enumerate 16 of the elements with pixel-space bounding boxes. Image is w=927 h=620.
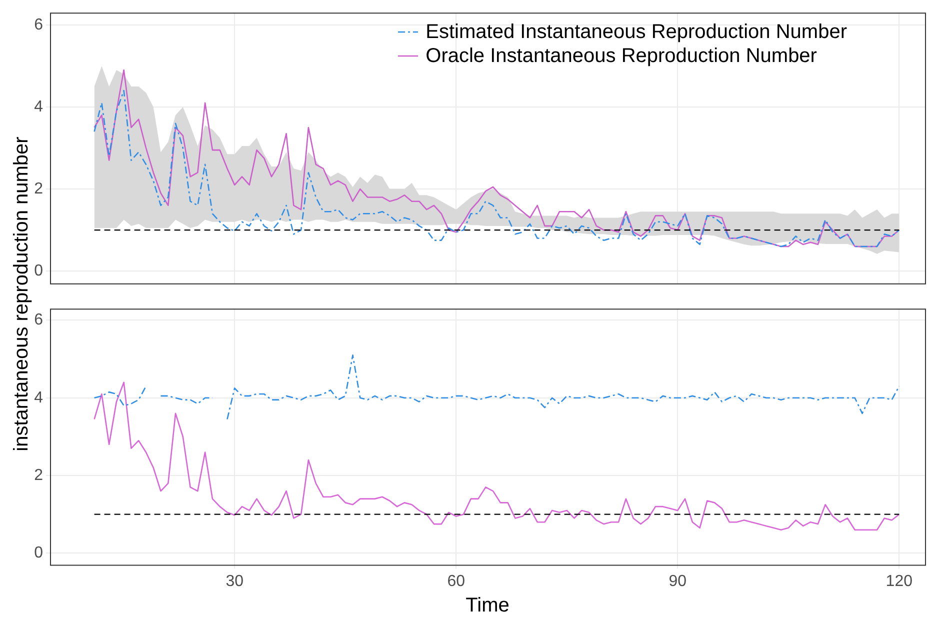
y-axis-title: instantaneous reproduction number xyxy=(10,136,34,452)
legend-label: Estimated Instantaneous Reproduction Number xyxy=(426,20,847,44)
y-tick-label: 2 xyxy=(34,180,44,198)
y-tick-label: 6 xyxy=(34,16,44,34)
y-tick-label: 6 xyxy=(34,312,44,329)
y-tick-label: 4 xyxy=(34,98,44,116)
y-tick-label: 0 xyxy=(34,262,44,280)
x-axis-title: Time xyxy=(466,594,510,617)
x-tick-label: 60 xyxy=(447,572,466,590)
x-tick-label: 90 xyxy=(668,572,687,590)
y-tick-label: 4 xyxy=(34,389,44,406)
x-tick-label: 120 xyxy=(886,572,913,590)
x-tick-label: 30 xyxy=(226,572,244,590)
legend-label: Oracle Instantaneous Reproduction Number xyxy=(426,44,817,68)
y-tick-label: 2 xyxy=(34,466,44,484)
y-tick-label: 0 xyxy=(34,544,44,562)
